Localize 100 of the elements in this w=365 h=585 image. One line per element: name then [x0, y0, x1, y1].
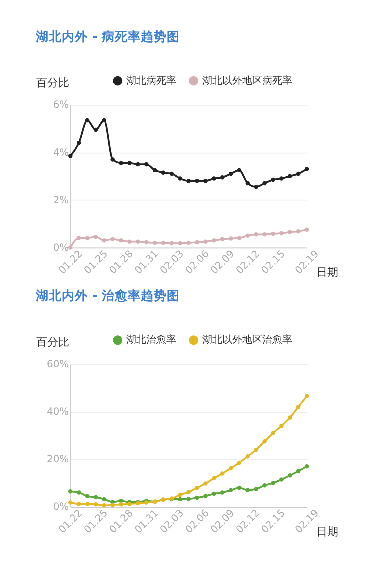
point	[102, 504, 107, 508]
point	[186, 490, 191, 494]
point	[288, 230, 292, 234]
point	[262, 181, 267, 186]
point	[76, 490, 82, 495]
y-tick-label: 0%	[53, 502, 70, 514]
point	[280, 176, 284, 181]
point	[186, 240, 191, 246]
point	[296, 172, 301, 176]
point	[237, 460, 242, 466]
point	[119, 238, 124, 243]
point	[204, 179, 208, 184]
point	[280, 478, 284, 482]
point	[195, 496, 200, 500]
point	[220, 490, 225, 495]
point	[246, 234, 250, 238]
point	[296, 229, 301, 234]
point	[204, 482, 208, 486]
point	[76, 140, 82, 146]
point	[271, 481, 276, 486]
point	[228, 236, 234, 241]
legend-label: 湖北以外地区病死率	[202, 74, 292, 87]
x-axis-title: 日期	[316, 526, 338, 539]
point	[68, 500, 73, 505]
point	[237, 236, 242, 240]
point	[220, 472, 225, 476]
point	[254, 487, 258, 492]
point	[262, 484, 267, 488]
point	[94, 128, 98, 132]
point	[288, 416, 292, 420]
point	[110, 158, 115, 162]
point	[102, 497, 107, 502]
y-tick-label: 20%	[47, 454, 70, 466]
point	[220, 175, 225, 180]
y-tick-label: 60%	[47, 359, 70, 370]
point	[170, 172, 174, 176]
point	[254, 232, 258, 237]
point	[212, 492, 216, 496]
point	[178, 176, 182, 181]
x-axis-title: 日期	[316, 266, 338, 280]
point	[119, 502, 124, 507]
point	[144, 162, 149, 167]
point	[271, 431, 276, 436]
point	[220, 237, 225, 242]
point	[212, 238, 216, 243]
point	[76, 502, 82, 506]
point	[161, 170, 166, 175]
point	[68, 246, 73, 250]
point	[119, 498, 124, 504]
point	[119, 161, 124, 166]
point	[254, 184, 258, 190]
point	[195, 179, 200, 184]
point	[288, 174, 292, 179]
point	[280, 231, 284, 236]
point	[262, 232, 267, 237]
point	[136, 162, 140, 167]
point	[128, 240, 132, 244]
y-axis-title: 百分比	[36, 76, 70, 90]
point	[170, 241, 174, 246]
point	[304, 167, 310, 172]
point	[246, 181, 250, 186]
point	[85, 502, 90, 506]
point	[68, 154, 73, 158]
point	[178, 497, 182, 502]
point	[212, 176, 216, 181]
chart-title: 湖北内外 - 治愈率趋势图	[35, 288, 180, 304]
point	[237, 168, 242, 173]
point	[94, 234, 98, 240]
y-tick-label: 4%	[53, 148, 70, 159]
point	[94, 495, 98, 500]
point	[178, 241, 182, 246]
point	[254, 448, 258, 452]
point	[204, 240, 208, 244]
point	[204, 494, 208, 498]
point	[195, 486, 200, 490]
point	[246, 454, 250, 459]
point	[68, 489, 73, 494]
y-axis-title: 百分比	[36, 336, 70, 349]
point	[152, 240, 158, 246]
point	[280, 424, 284, 428]
point	[262, 440, 267, 444]
point	[178, 493, 182, 498]
chart-title: 湖北内外 - 病死率趋势图	[35, 28, 180, 44]
point	[128, 161, 132, 166]
point	[85, 236, 90, 240]
legend-label: 湖北治愈率	[126, 334, 176, 346]
point	[102, 118, 107, 123]
point	[136, 240, 140, 244]
point	[271, 232, 276, 236]
point	[195, 240, 200, 245]
point	[94, 502, 98, 507]
point	[296, 469, 301, 474]
point	[212, 476, 216, 481]
point	[304, 228, 310, 232]
point	[161, 240, 166, 246]
point	[110, 237, 115, 242]
point	[144, 240, 149, 245]
point	[296, 405, 301, 410]
point	[76, 236, 82, 240]
point	[228, 488, 234, 493]
